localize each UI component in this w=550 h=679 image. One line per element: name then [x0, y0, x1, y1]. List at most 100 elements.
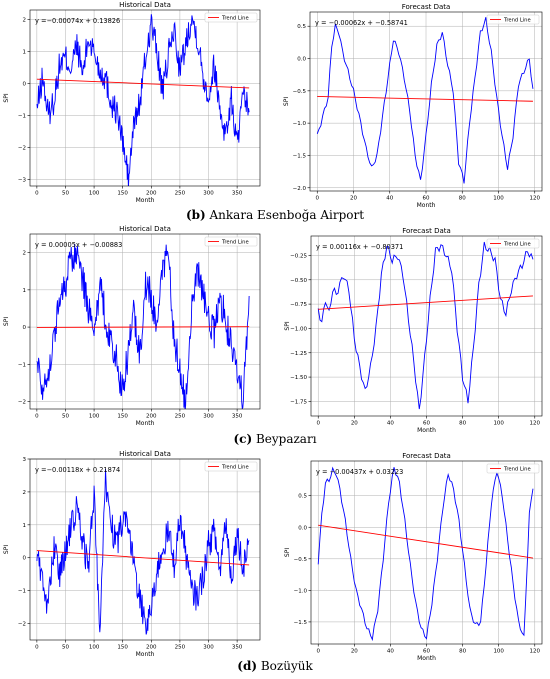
- chart-b-forecast: 0 20 40 60 80 100 120 −2.0 −1.5 −1.0 −0.5 0.0 0.5 For…: [283, 3, 543, 209]
- x-tick-label: 20: [351, 421, 358, 427]
- spi-series-line: [317, 241, 534, 410]
- x-tick-label: 0: [316, 649, 320, 655]
- x-tick-label: 200: [146, 191, 157, 197]
- spi-series-line: [36, 243, 250, 409]
- y-tick-label: −0.75: [290, 302, 307, 308]
- x-tick-label: 150: [117, 191, 128, 197]
- legend-label: Trend Line: [221, 464, 249, 470]
- trend-line: [36, 326, 250, 328]
- x-tick-label: 0: [35, 645, 39, 651]
- y-tick-label: −1.00: [290, 326, 307, 332]
- y-tick-label: 1: [23, 288, 27, 294]
- plot-frame: [29, 9, 261, 187]
- legend: Trend Line: [486, 463, 540, 474]
- x-tick-label: 40: [387, 649, 394, 655]
- y-axis-label: SPI: [284, 321, 291, 330]
- x-axis-label: Month: [136, 197, 155, 204]
- x-tick-label: 60: [423, 649, 430, 655]
- trend-line: [36, 78, 250, 89]
- x-tick-label: 250: [175, 414, 186, 420]
- x-tick-label: 350: [232, 414, 243, 420]
- y-tick-label: 0: [23, 82, 27, 88]
- caption-d: (d) Bozüyük: [237, 659, 313, 673]
- x-tick-label: 100: [89, 645, 100, 651]
- y-tick-label: 2: [23, 251, 27, 257]
- x-tick-label: 80: [459, 649, 466, 655]
- spi-series-line: [316, 17, 534, 184]
- trend-line: [317, 96, 533, 102]
- y-tick-label: 0: [23, 556, 27, 562]
- chart-c-forecast: 0 20 40 60 80 100 120 −1.75 −1.50 −1.25 −1.00 −0.75…: [284, 227, 543, 434]
- y-tick-label: −2: [18, 400, 26, 406]
- x-tick-label: 100: [89, 414, 100, 420]
- chart-title: Forecast Data: [402, 3, 451, 11]
- x-tick-label: 300: [203, 645, 214, 651]
- x-axis-label: Month: [417, 202, 436, 209]
- y-tick-label: −1.5: [293, 153, 307, 159]
- x-tick-label: 60: [423, 196, 430, 202]
- x-tick-label: 60: [423, 421, 430, 427]
- x-tick-label: 0: [35, 191, 39, 197]
- legend-label: Trend Line: [503, 241, 531, 247]
- plot-frame: [29, 458, 261, 641]
- x-tick-label: 0: [35, 414, 39, 420]
- y-tick-label: −1: [18, 114, 26, 120]
- y-tick-label: −1: [18, 589, 26, 595]
- x-tick-label: 150: [117, 645, 128, 651]
- y-tick-label: 1: [23, 50, 27, 56]
- x-tick-label: 100: [493, 421, 504, 427]
- legend: Trend Line: [204, 461, 258, 472]
- chart-title: Historical Data: [119, 1, 171, 9]
- x-tick-label: 200: [146, 645, 157, 651]
- y-tick-label: −1.0: [293, 121, 307, 127]
- y-tick-label: −1.0: [294, 588, 308, 594]
- y-tick-label: −0.5: [294, 557, 308, 563]
- x-tick-label: 80: [459, 196, 466, 202]
- chart-d-historical: 0 50 100 150 200 250 300 350 −2 −1 0 1 2 3 Historical …: [3, 450, 261, 658]
- y-tick-label: −2: [18, 622, 26, 628]
- x-tick-label: 50: [62, 191, 69, 197]
- x-tick-label: 200: [146, 414, 157, 420]
- x-tick-label: 50: [62, 645, 69, 651]
- x-tick-label: 350: [232, 191, 243, 197]
- spi-series-line: [36, 14, 250, 186]
- chart-b-historical: 0 50 100 150 200 250 300 350 −3 −2 −1 0 1 2 Historical…: [3, 1, 261, 204]
- y-axis-label: SPI: [284, 548, 291, 557]
- legend-label: Trend Line: [221, 15, 249, 21]
- x-tick-label: 250: [175, 645, 186, 651]
- chart-title: Historical Data: [119, 225, 171, 233]
- y-tick-label: −1.75: [290, 399, 307, 405]
- x-tick-label: 300: [203, 414, 214, 420]
- y-tick-label: −1: [18, 362, 26, 368]
- y-tick-label: 1: [23, 523, 27, 529]
- trend-equation: y = −0.00062x + −0.58741: [315, 19, 408, 27]
- trend-equation: y =−0.00074x + 0.13826: [35, 17, 120, 25]
- legend-label: Trend Line: [503, 466, 531, 472]
- x-tick-label: 250: [175, 191, 186, 197]
- y-axis-label: SPI: [3, 93, 10, 102]
- x-tick-label: 350: [232, 645, 243, 651]
- caption-c: (c) Beypazarı: [233, 432, 316, 446]
- x-axis-label: Month: [136, 420, 155, 427]
- y-tick-label: −1.5: [294, 620, 308, 626]
- x-tick-label: 150: [117, 414, 128, 420]
- x-axis-label: Month: [417, 655, 436, 662]
- chart-title: Historical Data: [119, 450, 171, 458]
- y-tick-label: 2: [23, 490, 27, 496]
- y-tick-label: −2.0: [293, 186, 307, 192]
- x-tick-label: 50: [62, 414, 69, 420]
- y-tick-label: 0.0: [297, 57, 306, 63]
- caption-b: (b) Ankara Esenboğa Airport: [186, 208, 364, 222]
- legend-label: Trend Line: [503, 17, 531, 23]
- x-tick-label: 300: [203, 191, 214, 197]
- y-axis-label: SPI: [3, 545, 10, 554]
- x-tick-label: 120: [530, 649, 541, 655]
- x-tick-label: 20: [351, 649, 358, 655]
- y-axis-label: SPI: [283, 97, 290, 106]
- y-tick-label: −1.50: [290, 375, 307, 381]
- chart-title: Forecast Data: [402, 452, 451, 460]
- y-tick-label: 0.5: [298, 494, 307, 500]
- plot-frame: [310, 460, 543, 645]
- x-tick-label: 100: [89, 191, 100, 197]
- plot-frame: [309, 11, 543, 192]
